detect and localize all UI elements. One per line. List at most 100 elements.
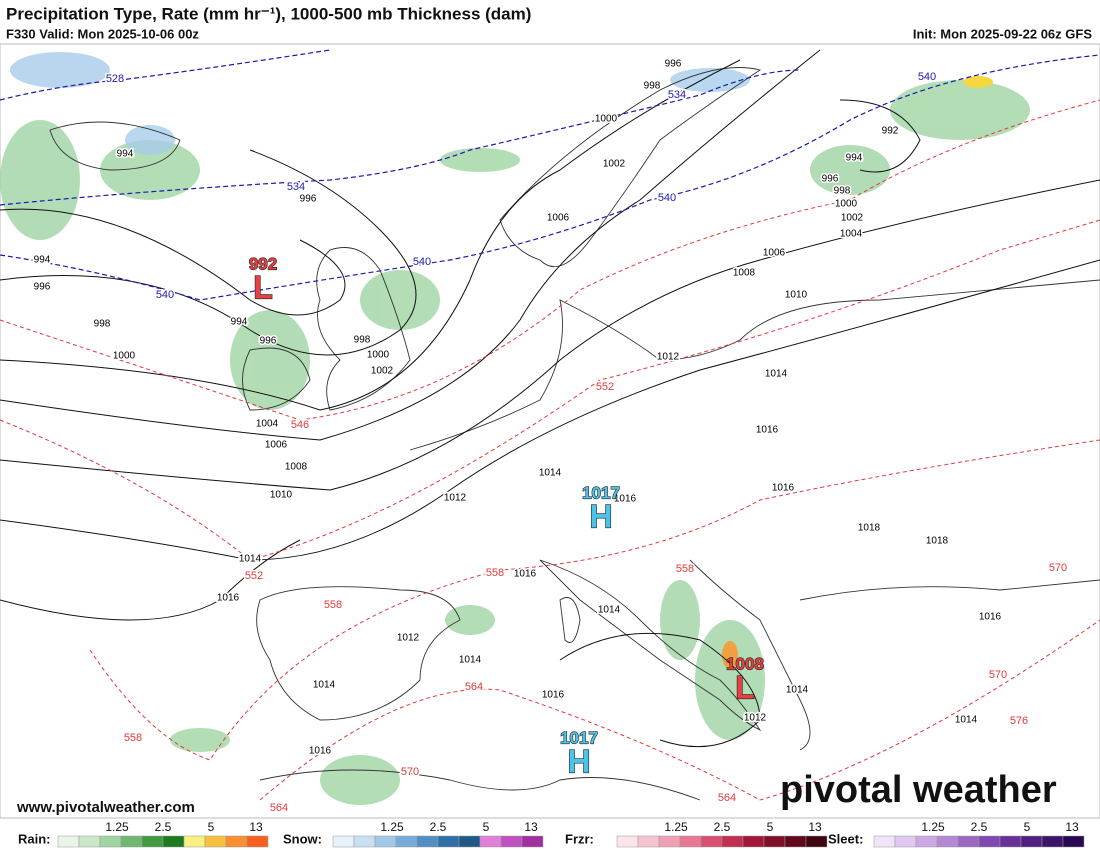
center-value: 992 [249, 254, 277, 273]
isobar-label: 1016 [614, 494, 637, 505]
legend-tick: 2.5 [714, 820, 731, 834]
isobar-label: 996 [300, 194, 317, 205]
legend-tick: 5 [1024, 820, 1031, 834]
legend-swatch [246, 835, 269, 848]
legend-swatch [120, 835, 143, 848]
legend-swatch [395, 835, 418, 848]
legend-swatch [915, 835, 938, 848]
legend-tick: 2.5 [430, 820, 447, 834]
legend-swatch [873, 835, 896, 848]
isobar-label: 1008 [733, 268, 756, 279]
isobar-label: 1014 [598, 605, 621, 616]
legend-swatch [57, 835, 80, 848]
thickness-label: 534 [287, 181, 305, 193]
legend-swatch [141, 835, 164, 848]
legend-tick: 2.5 [155, 820, 172, 834]
legend-swatch [458, 835, 481, 848]
isobar-label: 1000 [595, 114, 618, 125]
thickness-label: 528 [106, 73, 124, 85]
title: Precipitation Type, Rate (mm hr⁻¹), 1000… [6, 4, 531, 23]
legend-tick: 13 [249, 820, 263, 834]
thickness-label: 558 [676, 563, 694, 575]
thickness-label: 552 [596, 381, 614, 393]
legend-swatch [999, 835, 1022, 848]
legend-label: Sleet: [828, 831, 863, 846]
legend-tick: 13 [808, 820, 822, 834]
map-area [0, 43, 1100, 819]
legend-swatch [1041, 835, 1064, 848]
isobar-label: 1018 [858, 523, 881, 534]
isobar-label: 1012 [397, 633, 420, 644]
isobar-label: 994 [117, 149, 134, 160]
legend-swatch [742, 835, 765, 848]
center-symbol: H [589, 498, 612, 534]
thickness-label: 558 [324, 599, 342, 611]
logo: pivotal weather [780, 769, 1057, 811]
thickness-label: 552 [245, 570, 263, 582]
isobar-label: 996 [260, 336, 277, 347]
isobar-label: 1016 [542, 690, 565, 701]
isobar-label: 1014 [459, 655, 482, 666]
isobar-label: 1016 [217, 593, 240, 604]
legend-swatch [500, 835, 523, 848]
legend-label: Rain: [18, 831, 51, 846]
isobar-label: 1014 [955, 715, 978, 726]
isobar-label: 994 [846, 153, 863, 164]
coastlines [49, 67, 1100, 801]
isobar-label: 1010 [785, 290, 808, 301]
legend-tick: 2.5 [971, 820, 988, 834]
isobar-label: 1018 [926, 536, 949, 547]
legend: Rain: 1.25 2.5 5 13 Snow: 1.25 2.5 5 13 Frzr: 1.25 2… [18, 820, 1085, 848]
legend-swatch [332, 835, 355, 848]
legend-tick: 1.25 [921, 820, 945, 834]
isobar-label: 998 [834, 186, 851, 197]
legend-tick: 13 [524, 820, 538, 834]
valid-time: F330 Valid: Mon 2025-10-06 00z [6, 26, 199, 41]
isobar-label: 1014 [765, 369, 788, 380]
legend-swatch [784, 835, 807, 848]
isobar-label: 1014 [239, 554, 262, 565]
legend-swatch [936, 835, 959, 848]
legend-tick: 5 [208, 820, 215, 834]
legend-swatch [162, 835, 185, 848]
legend-swatch [416, 835, 439, 848]
isobar-label: 1006 [547, 213, 570, 224]
isobar-label: 1008 [285, 462, 308, 473]
isobar-label: 1002 [371, 366, 394, 377]
isobar-label: 1014 [313, 680, 336, 691]
isobar-label: 1000 [113, 351, 136, 362]
isobar-label: 1016 [514, 569, 537, 580]
legend-swatch [353, 835, 376, 848]
legend-swatch [805, 835, 828, 848]
center-symbol: H [567, 743, 590, 779]
isobar-label: 1002 [603, 159, 626, 170]
init-time: Init: Mon 2025-09-22 06z GFS [913, 26, 1092, 41]
isobar-label: 1016 [979, 612, 1002, 623]
thickness-label: 564 [270, 802, 288, 814]
thickness-label: 570 [1049, 562, 1067, 574]
center-value: 1008 [726, 654, 764, 673]
legend-swatch [225, 835, 248, 848]
heavy-precip [722, 641, 738, 669]
legend-tick: 1.25 [664, 820, 688, 834]
thickness-label: 540 [413, 256, 431, 268]
thickness-label: 564 [718, 792, 736, 804]
legend-swatch [978, 835, 1001, 848]
legend-swatch [1062, 835, 1085, 848]
thickness-label: 540 [156, 289, 174, 301]
warm-thickness [0, 99, 1100, 801]
legend-swatch [957, 835, 980, 848]
thickness-label: 558 [486, 567, 504, 579]
center-value: 1017 [560, 728, 598, 747]
legend-label: Frzr: [565, 831, 594, 846]
isobar-label: 998 [644, 81, 661, 92]
isobar-label: 996 [665, 59, 682, 70]
snow [10, 52, 750, 155]
center-symbol: L [735, 669, 755, 705]
legend-swatch [700, 835, 723, 848]
isobar-label: 1010 [270, 490, 293, 501]
legend-swatch [479, 835, 502, 848]
legend-swatch [763, 835, 786, 848]
legend-tick: 5 [483, 820, 490, 834]
